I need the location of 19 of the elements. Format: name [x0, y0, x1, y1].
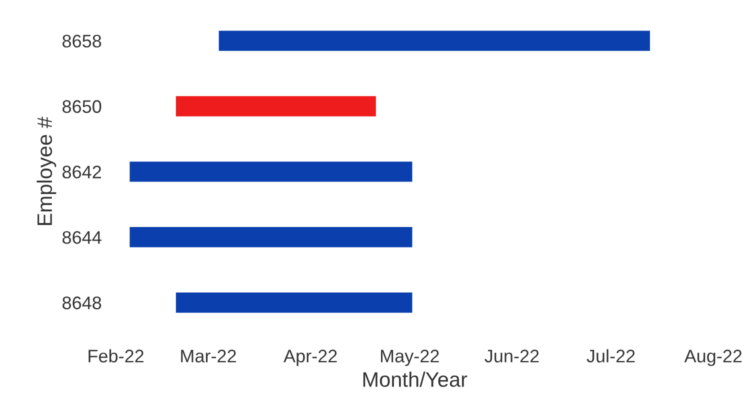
bar — [128, 226, 414, 249]
y-axis-title: Employee # — [36, 116, 56, 225]
x-tick-label: May-22 — [381, 350, 439, 366]
x-tick-label: Mar-22 — [181, 350, 236, 362]
bar — [174, 94, 378, 118]
x-tick-label: Jul-22 — [586, 349, 635, 362]
x-tick-label: Jun-22 — [484, 350, 539, 362]
y-tick-label: 8642 — [62, 166, 101, 178]
x-axis-title: Month/Year — [363, 372, 468, 387]
y-tick-label: 8658 — [62, 34, 102, 48]
x-tick-label: Feb-22 — [88, 349, 144, 362]
y-tick-label: 8648 — [62, 296, 102, 310]
bar — [128, 160, 414, 184]
bar — [174, 291, 414, 314]
y-tick-label: 8644 — [62, 231, 102, 244]
x-tick-label: Aug-22 — [684, 350, 742, 366]
y-tick-label: 8650 — [62, 100, 102, 113]
x-tick-label: Apr-22 — [284, 350, 337, 366]
bar — [217, 29, 652, 52]
